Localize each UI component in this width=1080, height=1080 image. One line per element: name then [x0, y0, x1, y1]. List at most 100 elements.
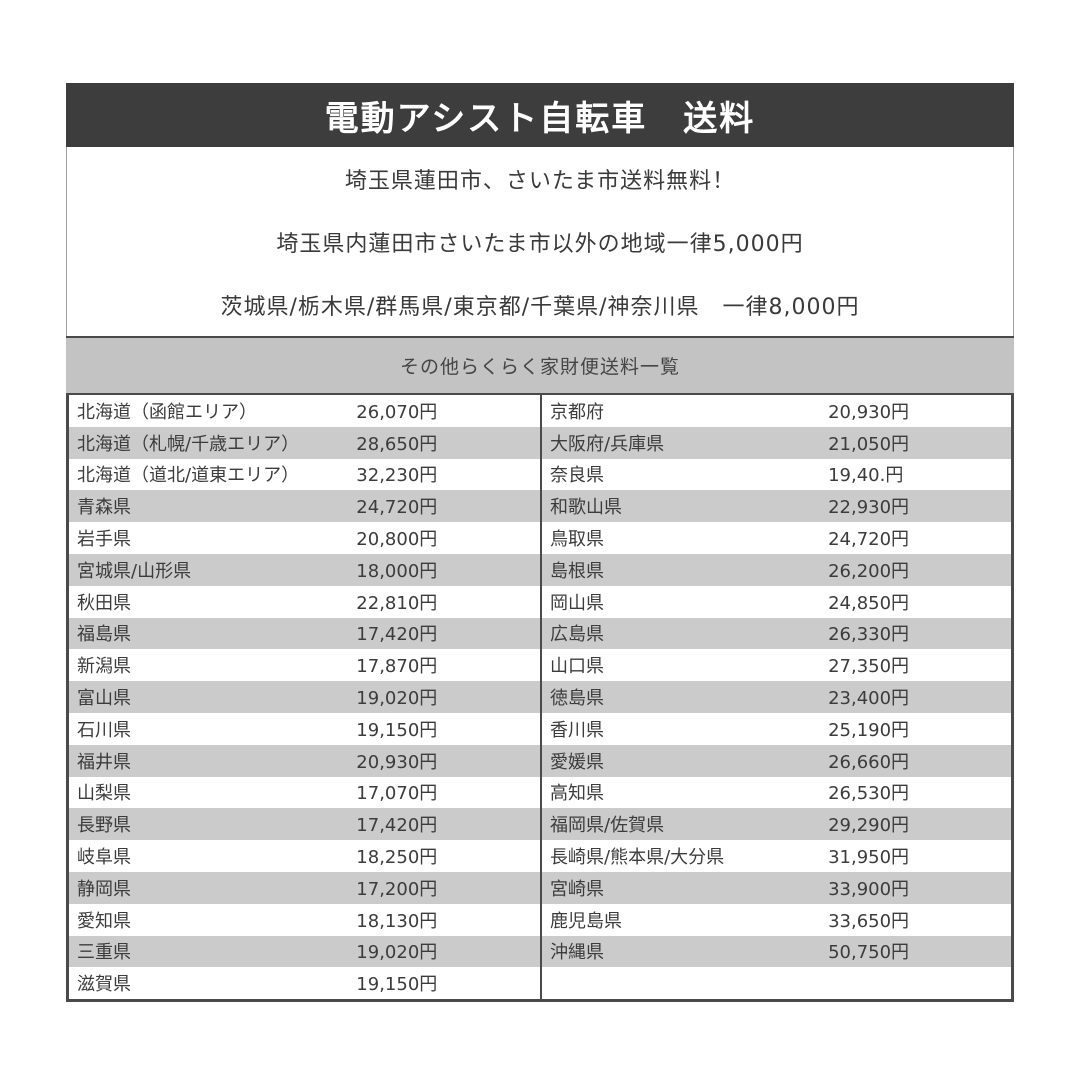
fee-cell-right: 徳島県 23,400円 — [540, 681, 1011, 713]
table-row: 北海道（函館エリア） 26,070円 京都府 20,930円 — [69, 395, 1011, 427]
price-value: 24,720円 — [828, 529, 910, 551]
fee-cell-right: 大阪府/兵庫県 21,050円 — [540, 426, 1011, 459]
price-value: 19,150円 — [356, 719, 438, 741]
table-row: 山梨県 17,070円 高知県 26,530円 — [69, 776, 1011, 809]
fee-cell-right: 長崎県/熊本県/大分県 31,950円 — [540, 840, 1011, 872]
price-value: 19,020円 — [356, 942, 438, 964]
price-value: 33,900円 — [828, 878, 910, 900]
fee-cell-right: 広島県 26,330円 — [540, 617, 1011, 650]
prefecture-name: 長野県 — [77, 815, 131, 837]
fee-cell-left: 北海道（道北/道東エリア） 32,230円 — [69, 459, 540, 491]
note-kanto-flat-rate: 茨城県/栃木県/群馬県/東京都/千葉県/神奈川県 一律8,000円 — [220, 294, 860, 320]
price-value: 19,150円 — [356, 974, 438, 996]
price-value: 24,720円 — [356, 497, 438, 519]
price-value: 19,020円 — [356, 688, 438, 710]
table-row: 岐阜県 18,250円 長崎県/熊本県/大分県 31,950円 — [69, 840, 1011, 872]
fee-cell-left: 岐阜県 18,250円 — [69, 840, 540, 872]
prefecture-name: 香川県 — [550, 719, 604, 741]
fee-cell-left: 宮城県/山形県 18,000円 — [69, 554, 540, 586]
prefecture-name: 滋賀県 — [77, 974, 131, 996]
prefecture-name: 山梨県 — [77, 783, 131, 805]
fee-cell-left: 石川県 19,150円 — [69, 713, 540, 745]
fee-cell-right: 山口県 27,350円 — [540, 649, 1011, 682]
fee-cell-right: 奈良県 19,40.円 — [540, 458, 1011, 491]
price-value: 20,800円 — [356, 529, 438, 551]
fee-cell-left: 福井県 20,930円 — [69, 745, 540, 777]
prefecture-name: 岡山県 — [550, 592, 604, 614]
price-value: 32,230円 — [356, 465, 438, 487]
price-value: 50,750円 — [828, 942, 910, 964]
prefecture-name: 北海道（函館エリア） — [77, 401, 257, 423]
prefecture-name: 京都府 — [550, 401, 604, 423]
price-value: 29,290円 — [828, 815, 910, 837]
price-value: 26,660円 — [828, 751, 910, 773]
table-row: 北海道（札幌/千歳エリア） 28,650円 大阪府/兵庫県 21,050円 — [69, 426, 1011, 459]
fee-cell-right: 宮崎県 33,900円 — [540, 871, 1011, 904]
fee-cell-right: 岡山県 24,850円 — [540, 585, 1011, 618]
price-value: 19,40.円 — [828, 465, 904, 487]
table-row: 福島県 17,420円 広島県 26,330円 — [69, 617, 1011, 650]
fee-cell-left: 青森県 24,720円 — [69, 490, 540, 522]
fee-cell-right: 鹿児島県 33,650円 — [540, 903, 1011, 936]
prefecture-name: 徳島県 — [550, 688, 604, 710]
prefecture-name: 福井県 — [77, 751, 131, 773]
price-value: 24,850円 — [828, 592, 910, 614]
table-row: 青森県 24,720円 和歌山県 22,930円 — [69, 490, 1011, 523]
table-row: 静岡県 17,200円 宮崎県 33,900円 — [69, 871, 1011, 904]
fee-cell-left: 北海道（札幌/千歳エリア） 28,650円 — [69, 427, 540, 459]
fee-table: 北海道（函館エリア） 26,070円 京都府 20,930円 北海道（札幌/千歳エリア）… — [66, 395, 1014, 1003]
price-value: 27,350円 — [828, 656, 910, 678]
table-row: 長野県 17,420円 福岡県/佐賀県 29,290円 — [69, 808, 1011, 841]
note-free-shipping: 埼玉県蓮田市、さいたま市送料無料！ — [344, 168, 736, 194]
prefecture-name: 宮城県/山形県 — [77, 560, 192, 582]
price-value: 26,070円 — [356, 401, 438, 423]
fee-cell-right: 島根県 26,200円 — [540, 553, 1011, 586]
fee-cell-left: 愛知県 18,130円 — [69, 904, 540, 936]
price-value: 26,330円 — [828, 624, 910, 646]
prefecture-name: 奈良県 — [550, 465, 604, 487]
fee-cell-left: 富山県 19,020円 — [69, 681, 540, 713]
price-value: 17,200円 — [356, 878, 438, 900]
price-value: 21,050円 — [828, 433, 910, 455]
prefecture-name: 岐阜県 — [77, 847, 131, 869]
prefecture-name: 福島県 — [77, 624, 131, 646]
prefecture-name: 鳥取県 — [550, 529, 604, 551]
price-value: 23,400円 — [828, 688, 910, 710]
prefecture-name: 宮崎県 — [550, 878, 604, 900]
price-value: 18,250円 — [356, 847, 438, 869]
shipping-notes: 埼玉県蓮田市、さいたま市送料無料！ 埼玉県内蓮田市さいたま市以外の地域一律5,0… — [66, 147, 1014, 336]
price-value: 22,930円 — [828, 497, 910, 519]
fee-cell-left: 福島県 17,420円 — [69, 618, 540, 650]
prefecture-name: 北海道（道北/道東エリア） — [77, 465, 300, 487]
table-row: 三重県 19,020円 沖縄県 50,750円 — [69, 935, 1011, 968]
fee-table-rows: 北海道（函館エリア） 26,070円 京都府 20,930円 北海道（札幌/千歳エリア）… — [69, 395, 1011, 1000]
table-row: 愛知県 18,130円 鹿児島県 33,650円 — [69, 903, 1011, 936]
fee-cell-right: 福岡県/佐賀県 29,290円 — [540, 808, 1011, 841]
fee-cell-right: 高知県 26,530円 — [540, 776, 1011, 809]
price-value: 17,870円 — [356, 656, 438, 678]
note-saitama-flat-rate: 埼玉県内蓮田市さいたま市以外の地域一律5,000円 — [276, 231, 804, 257]
fee-cell-right: 和歌山県 22,930円 — [540, 490, 1011, 523]
price-value: 17,420円 — [356, 624, 438, 646]
prefecture-name: 長崎県/熊本県/大分県 — [550, 847, 725, 869]
fee-cell-left: 山梨県 17,070円 — [69, 777, 540, 809]
page-title: 電動アシスト自転車 送料 — [324, 98, 756, 139]
price-value: 17,420円 — [356, 815, 438, 837]
price-value: 26,200円 — [828, 560, 910, 582]
fee-cell-right: 鳥取県 24,720円 — [540, 522, 1011, 554]
fee-cell-left: 北海道（函館エリア） 26,070円 — [69, 395, 540, 427]
table-row: 秋田県 22,810円 岡山県 24,850円 — [69, 585, 1011, 618]
fee-cell-left: 長野県 17,420円 — [69, 808, 540, 840]
fee-cell-right: 愛媛県 26,660円 — [540, 744, 1011, 777]
prefecture-name: 北海道（札幌/千歳エリア） — [77, 433, 300, 455]
table-row: 岩手県 20,800円 鳥取県 24,720円 — [69, 522, 1011, 554]
price-value: 18,000円 — [356, 560, 438, 582]
price-value: 26,530円 — [828, 783, 910, 805]
prefecture-name: 富山県 — [77, 688, 131, 710]
prefecture-name: 愛知県 — [77, 910, 131, 932]
price-value: 18,130円 — [356, 910, 438, 932]
prefecture-name: 和歌山県 — [550, 497, 622, 519]
prefecture-name: 静岡県 — [77, 878, 131, 900]
fee-cell-left: 岩手県 20,800円 — [69, 522, 540, 554]
prefecture-name: 新潟県 — [77, 656, 131, 678]
